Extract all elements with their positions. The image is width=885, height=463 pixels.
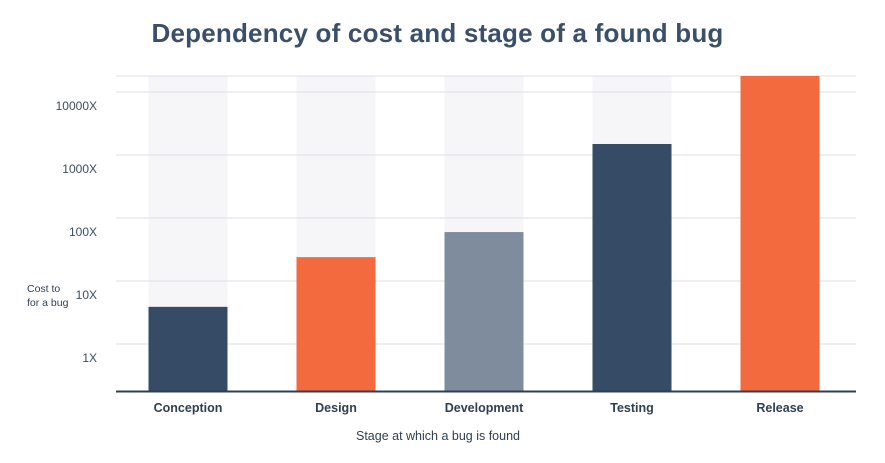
y-tick-label: 100X (69, 225, 97, 239)
y-tick-label: 1X (82, 351, 97, 365)
y-tick-label: 10X (76, 288, 97, 302)
y-axis-label-line-2: for a bug (27, 297, 69, 309)
bar (444, 232, 524, 391)
y-tick-label: 1000X (62, 162, 97, 176)
y-axis-label: Cost to for a bug (27, 282, 68, 310)
x-tick-label: Release (756, 401, 803, 415)
y-tick-label: 10000X (56, 99, 97, 113)
y-axis-label-line-1: Cost to (27, 283, 61, 295)
chart-title: Dependency of cost and stage of a found … (151, 18, 724, 48)
bar (148, 306, 228, 391)
x-tick-label: Conception (154, 401, 223, 415)
x-axis-label: Stage at which a bug is found (355, 429, 520, 443)
bar (592, 143, 672, 391)
x-tick-label: Design (315, 401, 357, 415)
x-tick-label: Development (445, 401, 524, 415)
bar (740, 76, 820, 391)
x-tick-label: Testing (610, 401, 654, 415)
bar (296, 257, 376, 391)
